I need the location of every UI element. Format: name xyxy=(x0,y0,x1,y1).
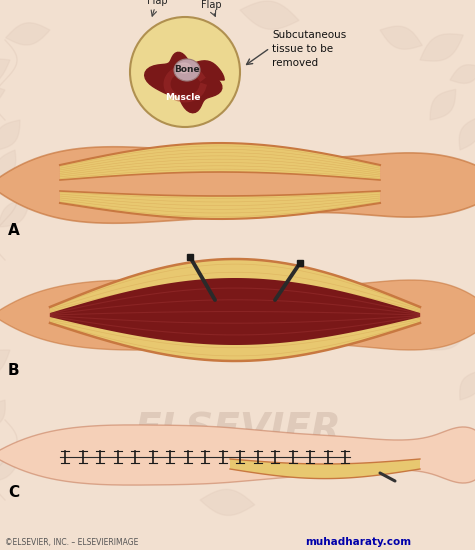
Text: Subcutaneous
tissue to be
removed: Subcutaneous tissue to be removed xyxy=(272,30,346,68)
Polygon shape xyxy=(60,191,380,219)
Polygon shape xyxy=(0,150,16,183)
Polygon shape xyxy=(0,425,475,485)
Polygon shape xyxy=(460,371,475,400)
Text: ELSEVIER: ELSEVIER xyxy=(134,411,342,449)
Polygon shape xyxy=(420,34,463,61)
Text: B: B xyxy=(8,363,19,378)
Polygon shape xyxy=(0,120,20,151)
Text: Flap: Flap xyxy=(147,0,167,6)
Ellipse shape xyxy=(177,63,191,73)
Polygon shape xyxy=(0,200,30,227)
Polygon shape xyxy=(0,87,5,105)
Polygon shape xyxy=(0,280,475,350)
Circle shape xyxy=(130,17,240,127)
Text: Muscle: Muscle xyxy=(165,92,201,102)
Polygon shape xyxy=(430,89,456,120)
Text: Bone: Bone xyxy=(174,65,200,74)
Text: Flap: Flap xyxy=(200,0,221,10)
Polygon shape xyxy=(230,459,420,478)
Polygon shape xyxy=(0,59,10,86)
Polygon shape xyxy=(0,350,10,377)
Text: A: A xyxy=(8,223,20,238)
Polygon shape xyxy=(430,322,469,350)
Polygon shape xyxy=(440,173,472,200)
Text: muhadharaty.com: muhadharaty.com xyxy=(305,537,411,547)
Polygon shape xyxy=(50,259,420,361)
Polygon shape xyxy=(0,400,5,430)
Polygon shape xyxy=(240,1,299,29)
Polygon shape xyxy=(380,26,422,49)
Polygon shape xyxy=(0,458,20,480)
Polygon shape xyxy=(145,52,224,113)
Text: C: C xyxy=(8,485,19,500)
Polygon shape xyxy=(0,147,475,223)
Polygon shape xyxy=(6,23,50,45)
Polygon shape xyxy=(50,278,420,345)
Text: ©ELSEVIER, INC. – ELSEVIERIMAGE: ©ELSEVIER, INC. – ELSEVIERIMAGE xyxy=(5,537,138,547)
Polygon shape xyxy=(459,117,475,150)
Polygon shape xyxy=(60,143,380,180)
Polygon shape xyxy=(445,439,475,462)
Polygon shape xyxy=(450,65,475,84)
Ellipse shape xyxy=(174,59,200,81)
Polygon shape xyxy=(200,490,255,515)
